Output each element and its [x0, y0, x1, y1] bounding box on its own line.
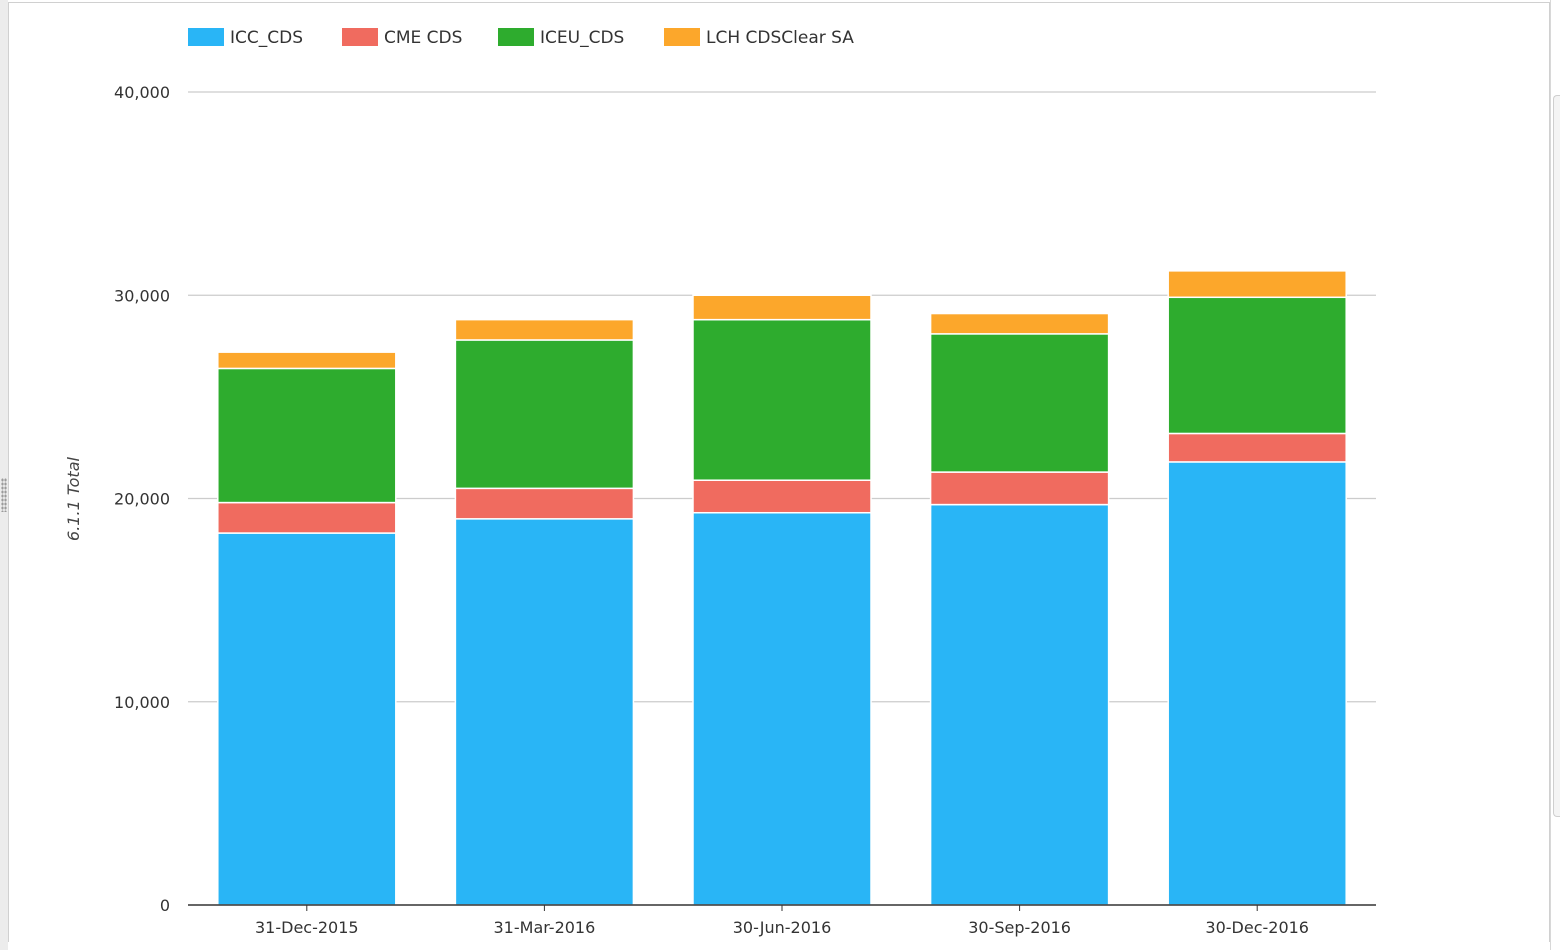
bar-segment: [217, 501, 397, 534]
bar-segment: [454, 318, 635, 341]
y-tick-label: 40,000: [114, 83, 170, 102]
bar-segment: [1167, 296, 1347, 435]
y-tick-label: 20,000: [114, 490, 170, 509]
x-tick-label: 30-Sep-2016: [968, 918, 1071, 937]
y-tick-label: 10,000: [114, 693, 170, 712]
bar-segment: [1167, 432, 1347, 463]
legend-label: CME CDS: [384, 28, 462, 48]
legend-swatch: [498, 28, 534, 46]
bar-segment: [217, 532, 397, 906]
bar-segment: [929, 333, 1110, 473]
legend-swatch: [342, 28, 378, 46]
y-tick-labels: 0 10,000 20,000 30,000 40,000: [114, 83, 170, 915]
y-tick-label: 30,000: [114, 286, 170, 305]
bar-segment: [692, 511, 872, 906]
x-tick-label: 31-Dec-2015: [255, 918, 359, 937]
legend-label: ICC_CDS: [230, 28, 303, 48]
bar-segment: [929, 471, 1110, 506]
y-axis-title: 6.1.1 Total: [64, 456, 83, 540]
bar-segment: [929, 503, 1110, 906]
bar-segment: [1167, 461, 1347, 906]
bar-segment: [454, 487, 635, 520]
bar-segment: [217, 367, 397, 504]
resize-grip-icon[interactable]: [1, 478, 7, 512]
bar-segment: [454, 518, 635, 906]
x-tick-label: 31-Mar-2016: [494, 918, 596, 937]
x-tick-label: 30-Jun-2016: [733, 918, 832, 937]
x-tick-labels: 31-Dec-2015 31-Mar-2016 30-Jun-2016 30-Sep-…: [255, 905, 1309, 937]
chart-frame: [8, 2, 1550, 942]
legend-swatch: [664, 28, 700, 46]
bar-segment: [692, 479, 872, 514]
bar-segment: [692, 318, 872, 481]
bar-segment: [1167, 270, 1347, 299]
bar-segment: [454, 339, 635, 490]
legend-label: ICEU_CDS: [540, 28, 624, 48]
x-tick-label: 30-Dec-2016: [1205, 918, 1309, 937]
left-panel-strip: [0, 0, 8, 950]
legend-swatch: [188, 28, 224, 46]
y-tick-label: 0: [160, 896, 170, 915]
legend-label: LCH CDSClear SA: [706, 28, 854, 48]
legend: ICC_CDS CME CDS ICEU_CDS LCH CDSClear SA: [188, 28, 854, 48]
bars: [217, 270, 1347, 906]
bar-segment: [692, 294, 872, 321]
scrollbar[interactable]: [1553, 95, 1560, 817]
bar-segment: [929, 312, 1110, 335]
bar-segment: [217, 351, 397, 370]
